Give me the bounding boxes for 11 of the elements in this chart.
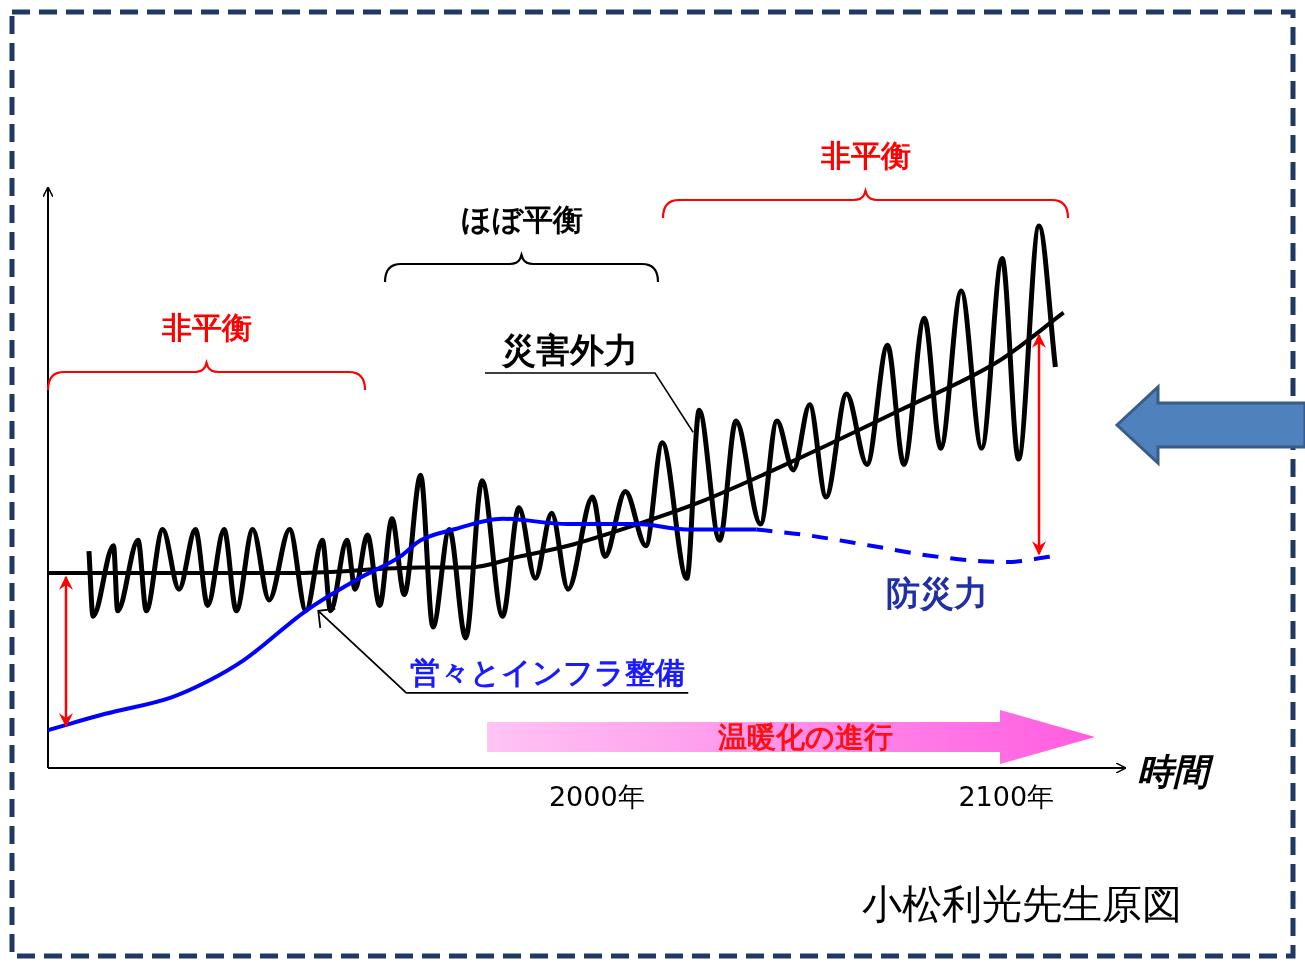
x-tick-label: 2100年 — [958, 781, 1055, 812]
text: 非平衡 — [819, 138, 911, 173]
annotation: 温暖化の進行 — [716, 720, 893, 754]
x-tick-label: 2000年 — [548, 781, 645, 812]
x-axis-title: 時間 — [1137, 751, 1214, 792]
text: 災害外力 — [501, 330, 638, 370]
annotation: ほぼ平衡 — [460, 202, 583, 237]
annotation: 営々とインフラ整備 — [410, 654, 686, 690]
annotation: 非平衡 — [160, 310, 252, 345]
text: 小松利光先生原図 — [862, 881, 1182, 927]
series-label: 防災力 — [885, 572, 988, 613]
